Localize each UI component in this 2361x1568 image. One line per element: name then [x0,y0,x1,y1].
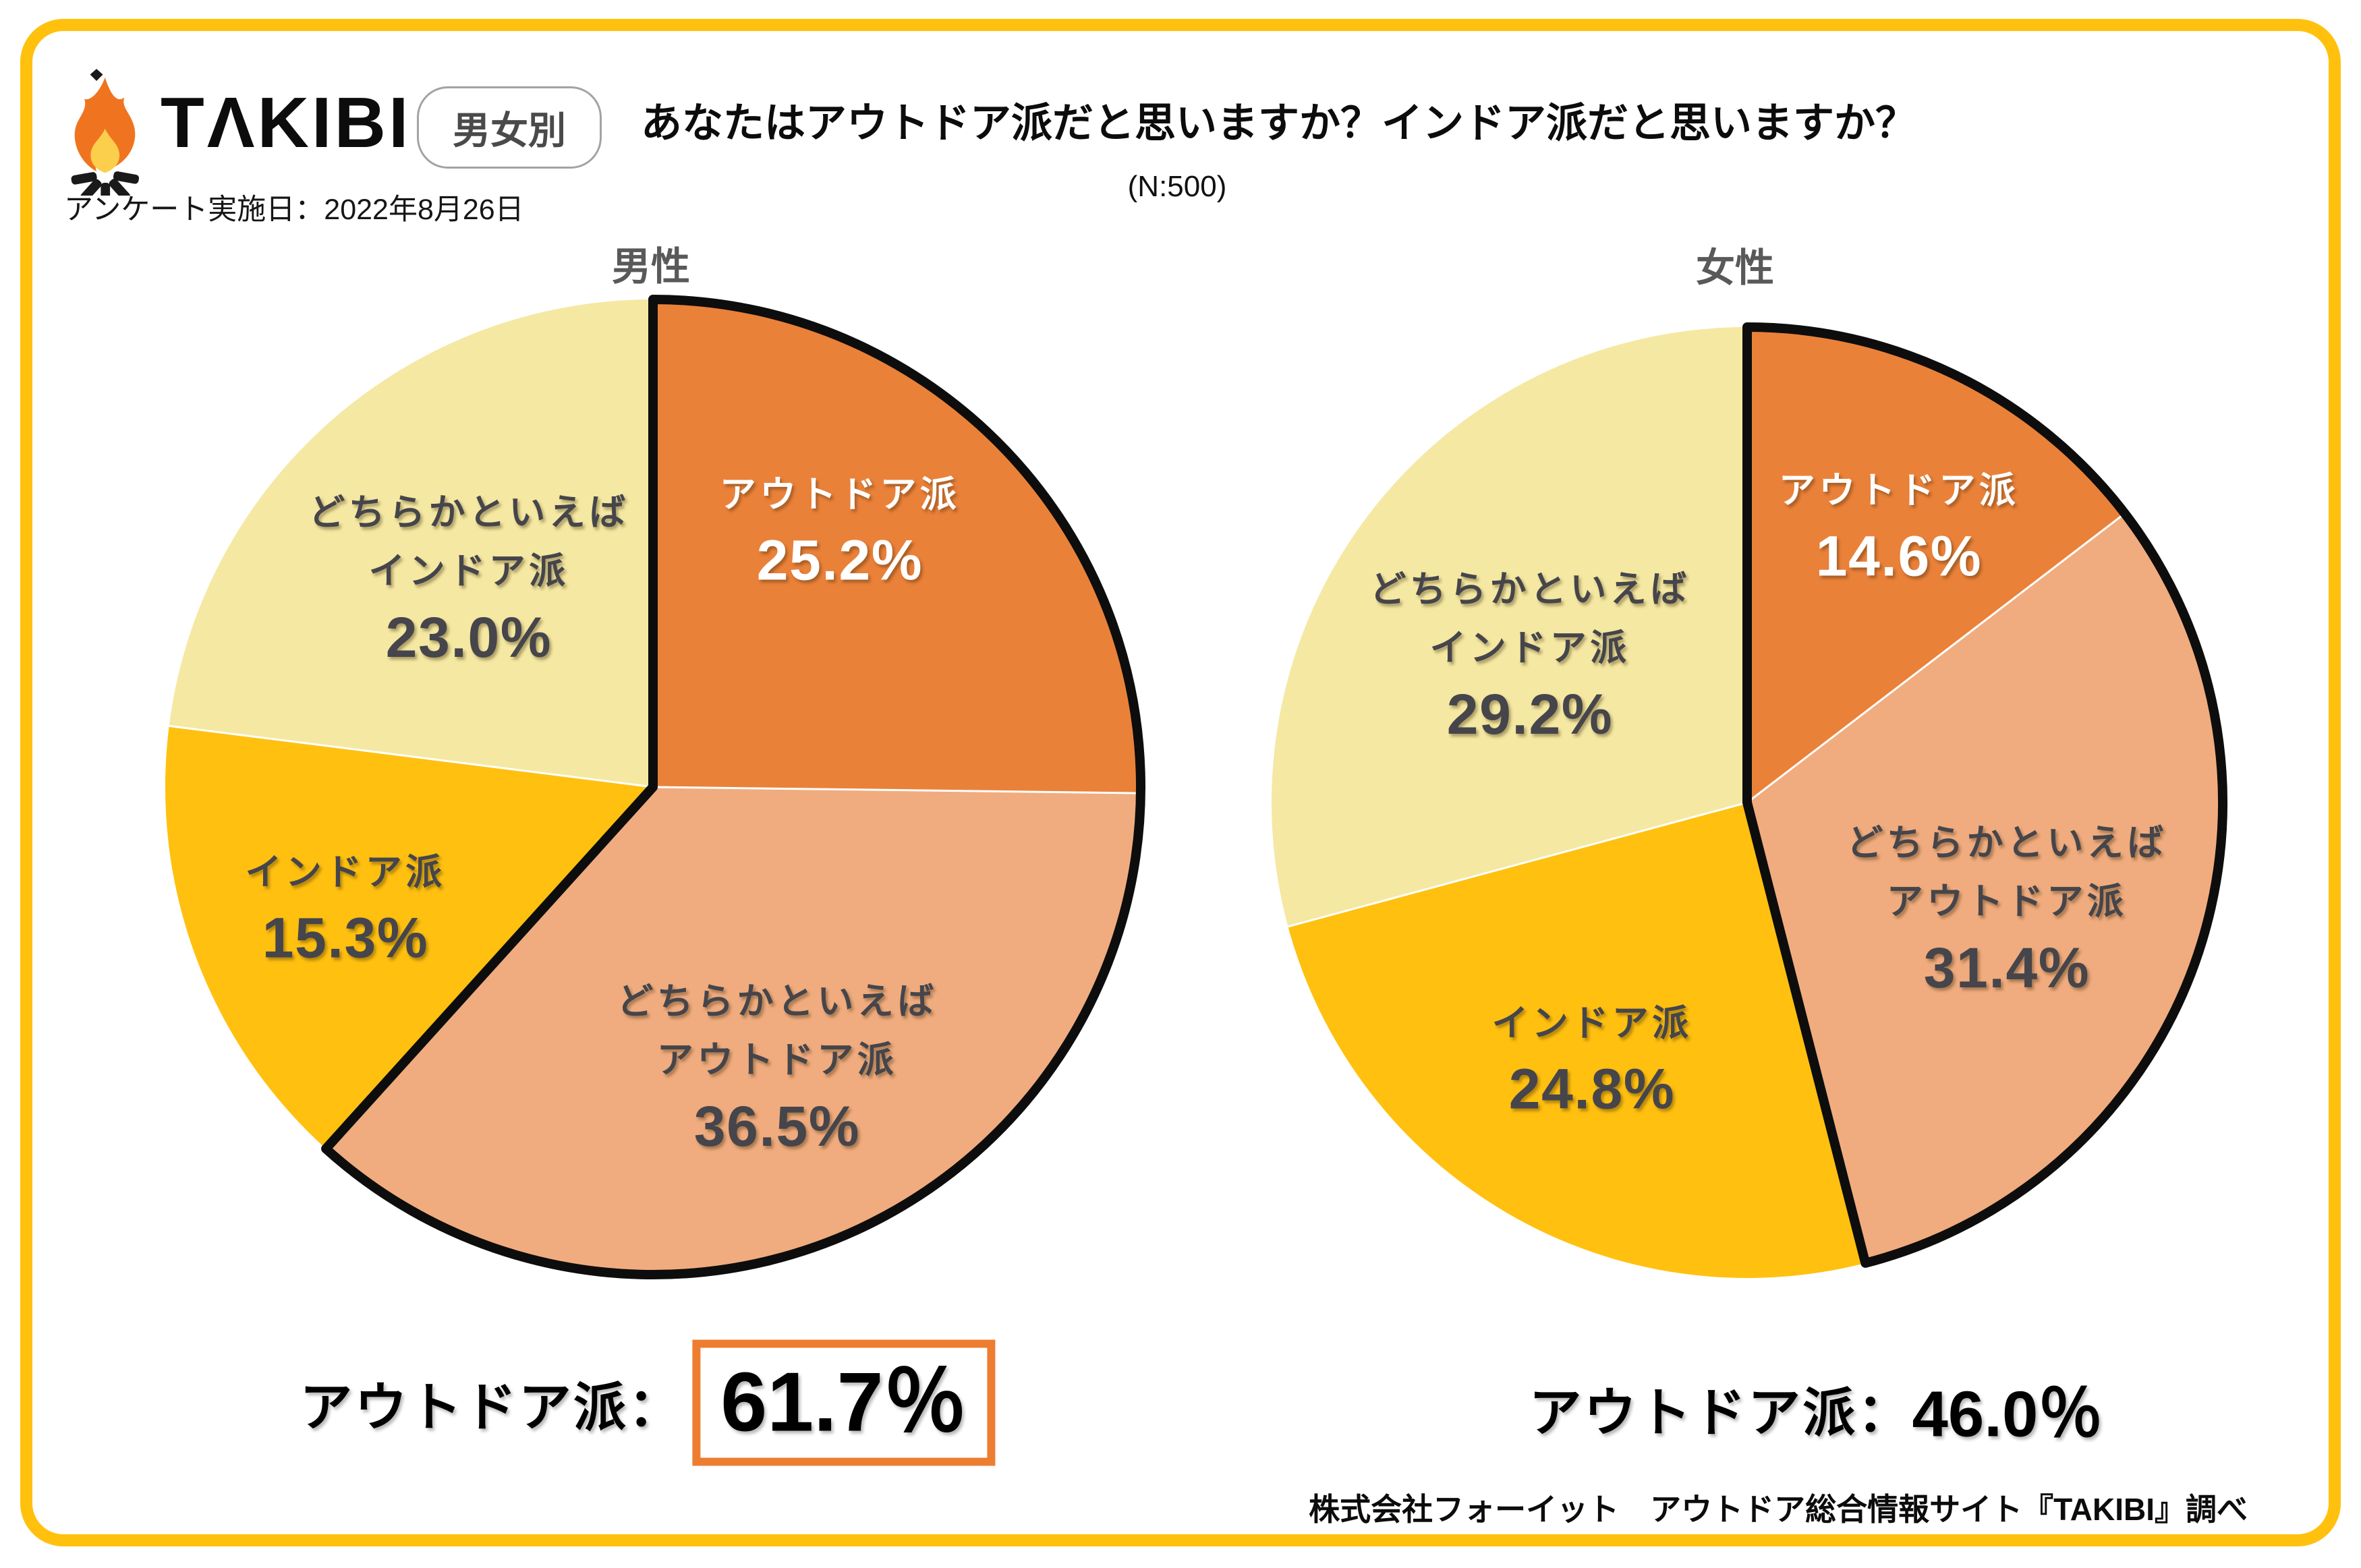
outdoor-total-value: 46.0％ [1912,1378,2103,1451]
slice-label-male-indoor: インドア派 15.3% [246,844,446,975]
outdoor-total-value-highlight-box: 61.7％ [692,1339,996,1466]
sample-size: (N:500) [1127,170,1227,203]
outdoor-total-label: アウトドア派： [300,1377,683,1436]
slice-label-male-somewhat-outdoor: どちらかといえば アウトドア派 36.5% [617,972,937,1163]
page-title: あなたはアウトドア派だと思いますか？インドア派だと思いますか？ [641,100,1917,146]
slice-label-female-somewhat-outdoor: どちらかといえば アウトドア派 31.4% [1846,814,2167,1004]
logs [71,171,140,196]
slice-label-male-somewhat-indoor: どちらかといえば インドア派 23.0% [308,484,629,674]
category-badge: 男女別 [417,86,602,169]
survey-date: アンケート実施日：2022年8月26日 [64,194,524,226]
slice-name: アウトドア派 [656,1040,898,1081]
slice-label-female-outdoor: アウトドア派 14.6% [1779,462,2019,593]
slice-percent: 25.2% [756,528,923,592]
slice-percent: 15.3% [262,906,429,970]
outdoor-total-male: アウトドア派： 61.7％ [300,1339,996,1466]
chart-title-female: 女性 [1695,246,1775,290]
slice-percent: 23.0% [385,605,552,669]
slice-label-female-somewhat-indoor: どちらかといえば インドア派 29.2% [1369,560,1690,751]
slice-name: インドア派 [245,852,446,893]
slice-percent: 31.4% [1923,935,2090,999]
slice-name: どちらかといえば [308,492,629,533]
page-border-frame [20,19,2341,1546]
slice-percent: 29.2% [1446,682,1614,746]
slice-percent: 24.8% [1508,1057,1676,1121]
footer-credit: 株式会社フォーイット アウトドア総合情報サイト『TAKIBI』調べ [1309,1492,2248,1527]
slice-label-male-outdoor: アウトドア派 25.2% [720,466,960,598]
slice-name: インドア派 [368,551,569,592]
spark-icon [90,69,103,82]
slice-percent: 36.5% [693,1094,861,1158]
slice-name: アウトドア派 [1778,470,2020,511]
slice-label-female-indoor: インドア派 24.8% [1492,995,1692,1126]
slice-name: インドア派 [1429,628,1630,669]
flame-outer [74,77,136,172]
campfire-icon [71,69,140,196]
slice-percent: 14.6% [1815,524,1983,588]
slice-name: アウトドア派 [1886,881,2128,923]
outdoor-total-female: アウトドア派： 46.0％ [1529,1362,2103,1455]
slice-name: どちらかといえば [1369,569,1690,610]
category-badge-label: 男女別 [453,109,566,152]
slice-name: インドア派 [1491,1003,1692,1044]
chart-title-male: 男性 [611,245,691,289]
outdoor-total-label: アウトドア派： [1529,1383,1912,1442]
flame-inner [90,128,120,173]
slice-name: どちらかといえば [617,981,938,1022]
slice-name: どちらかといえば [1846,822,2167,863]
logo-text: TΛKIBI [161,83,411,163]
slice-name: アウトドア派 [719,474,961,515]
